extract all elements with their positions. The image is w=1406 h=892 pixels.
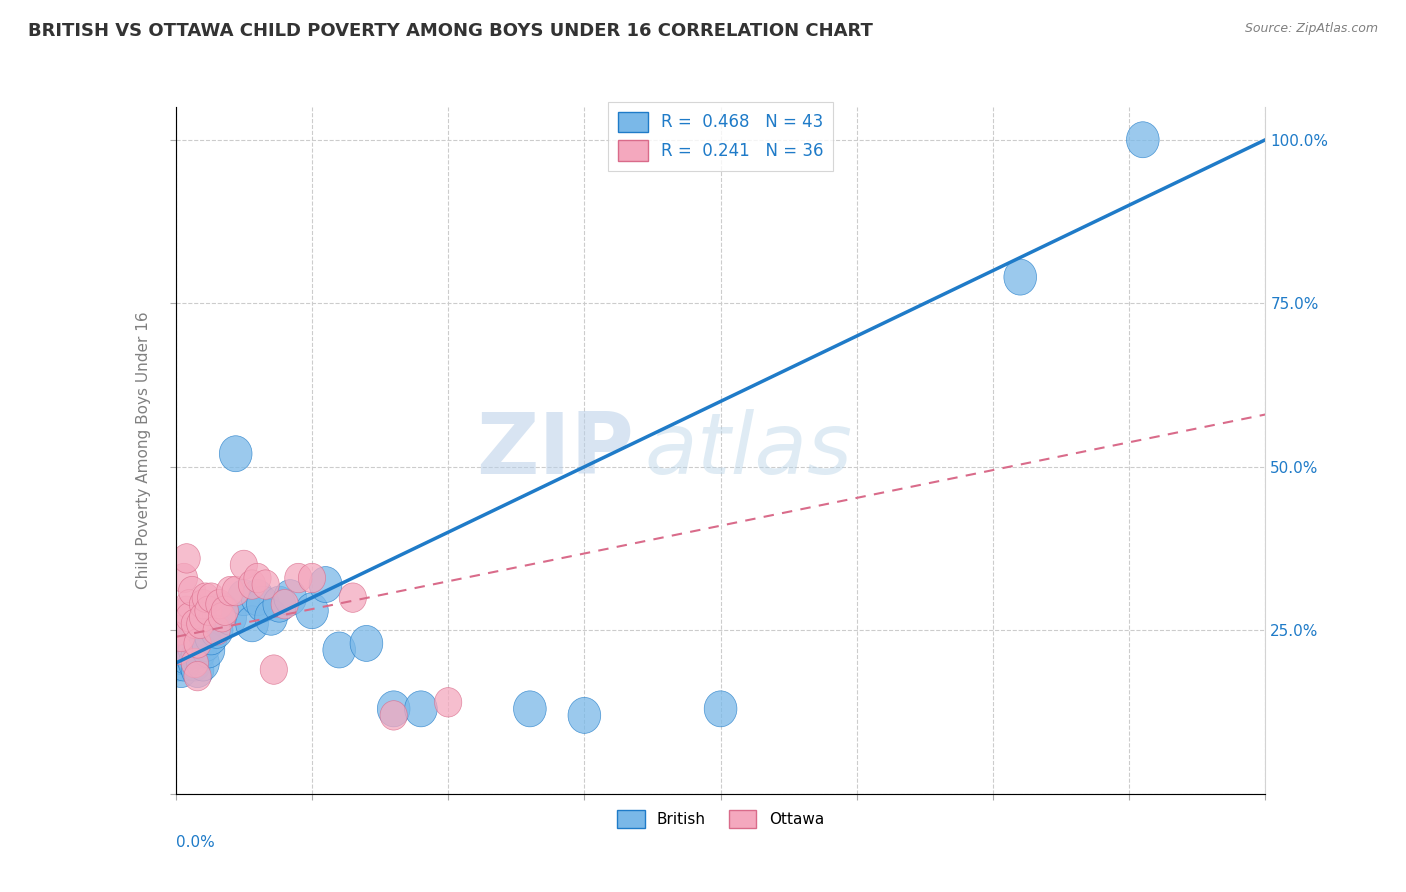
Ellipse shape bbox=[405, 690, 437, 727]
Ellipse shape bbox=[190, 603, 217, 632]
Ellipse shape bbox=[309, 566, 342, 603]
Ellipse shape bbox=[173, 543, 200, 574]
Ellipse shape bbox=[1126, 122, 1159, 158]
Ellipse shape bbox=[228, 580, 260, 615]
Ellipse shape bbox=[170, 639, 202, 674]
Ellipse shape bbox=[214, 599, 246, 635]
Ellipse shape bbox=[173, 632, 205, 668]
Ellipse shape bbox=[246, 586, 280, 623]
Ellipse shape bbox=[170, 625, 202, 662]
Ellipse shape bbox=[190, 625, 222, 662]
Ellipse shape bbox=[184, 632, 217, 668]
Ellipse shape bbox=[208, 603, 236, 632]
Ellipse shape bbox=[173, 619, 205, 655]
Ellipse shape bbox=[323, 632, 356, 668]
Ellipse shape bbox=[195, 619, 228, 655]
Ellipse shape bbox=[170, 564, 197, 593]
Ellipse shape bbox=[167, 623, 195, 651]
Ellipse shape bbox=[193, 583, 219, 613]
Ellipse shape bbox=[181, 639, 214, 674]
Ellipse shape bbox=[274, 580, 307, 615]
Ellipse shape bbox=[236, 606, 269, 642]
Ellipse shape bbox=[242, 580, 274, 615]
Ellipse shape bbox=[568, 698, 600, 733]
Ellipse shape bbox=[176, 603, 202, 632]
Ellipse shape bbox=[205, 592, 239, 629]
Ellipse shape bbox=[1004, 259, 1036, 295]
Ellipse shape bbox=[162, 645, 195, 681]
Ellipse shape bbox=[181, 648, 208, 678]
Ellipse shape bbox=[202, 615, 231, 645]
Ellipse shape bbox=[217, 576, 243, 606]
Ellipse shape bbox=[205, 590, 233, 619]
Ellipse shape bbox=[179, 632, 211, 668]
Ellipse shape bbox=[513, 690, 546, 727]
Ellipse shape bbox=[165, 615, 193, 645]
Ellipse shape bbox=[271, 590, 298, 619]
Ellipse shape bbox=[339, 583, 367, 613]
Ellipse shape bbox=[184, 662, 211, 691]
Text: BRITISH VS OTTAWA CHILD POVERTY AMONG BOYS UNDER 16 CORRELATION CHART: BRITISH VS OTTAWA CHILD POVERTY AMONG BO… bbox=[28, 22, 873, 40]
Legend: British, Ottawa: British, Ottawa bbox=[612, 804, 830, 834]
Text: 0.0%: 0.0% bbox=[176, 835, 215, 850]
Ellipse shape bbox=[222, 576, 249, 606]
Ellipse shape bbox=[176, 590, 202, 619]
Ellipse shape bbox=[176, 625, 208, 662]
Ellipse shape bbox=[181, 609, 208, 639]
Ellipse shape bbox=[239, 570, 266, 599]
Ellipse shape bbox=[187, 609, 214, 639]
Text: Source: ZipAtlas.com: Source: ZipAtlas.com bbox=[1244, 22, 1378, 36]
Ellipse shape bbox=[165, 651, 197, 688]
Ellipse shape bbox=[254, 599, 287, 635]
Ellipse shape bbox=[187, 619, 219, 655]
Ellipse shape bbox=[167, 645, 200, 681]
Ellipse shape bbox=[200, 612, 233, 648]
Ellipse shape bbox=[184, 629, 211, 658]
Ellipse shape bbox=[434, 688, 461, 717]
Ellipse shape bbox=[181, 651, 214, 688]
Ellipse shape bbox=[162, 632, 195, 668]
Ellipse shape bbox=[377, 690, 411, 727]
Ellipse shape bbox=[284, 564, 312, 593]
Ellipse shape bbox=[173, 596, 200, 625]
Ellipse shape bbox=[197, 583, 225, 613]
Ellipse shape bbox=[190, 590, 217, 619]
Ellipse shape bbox=[243, 564, 271, 593]
Y-axis label: Child Poverty Among Boys Under 16: Child Poverty Among Boys Under 16 bbox=[136, 311, 152, 590]
Ellipse shape bbox=[176, 639, 208, 674]
Ellipse shape bbox=[165, 635, 193, 665]
Ellipse shape bbox=[179, 576, 205, 606]
Ellipse shape bbox=[165, 639, 197, 674]
Ellipse shape bbox=[260, 655, 287, 684]
Ellipse shape bbox=[219, 435, 252, 472]
Ellipse shape bbox=[380, 701, 408, 730]
Text: ZIP: ZIP bbox=[475, 409, 633, 492]
Ellipse shape bbox=[350, 625, 382, 662]
Ellipse shape bbox=[179, 645, 211, 681]
Ellipse shape bbox=[193, 632, 225, 668]
Ellipse shape bbox=[187, 645, 219, 681]
Ellipse shape bbox=[252, 570, 280, 599]
Text: atlas: atlas bbox=[644, 409, 852, 492]
Ellipse shape bbox=[211, 596, 239, 625]
Ellipse shape bbox=[231, 550, 257, 580]
Ellipse shape bbox=[298, 564, 326, 593]
Ellipse shape bbox=[195, 596, 222, 625]
Ellipse shape bbox=[295, 592, 329, 629]
Ellipse shape bbox=[263, 586, 295, 623]
Ellipse shape bbox=[704, 690, 737, 727]
